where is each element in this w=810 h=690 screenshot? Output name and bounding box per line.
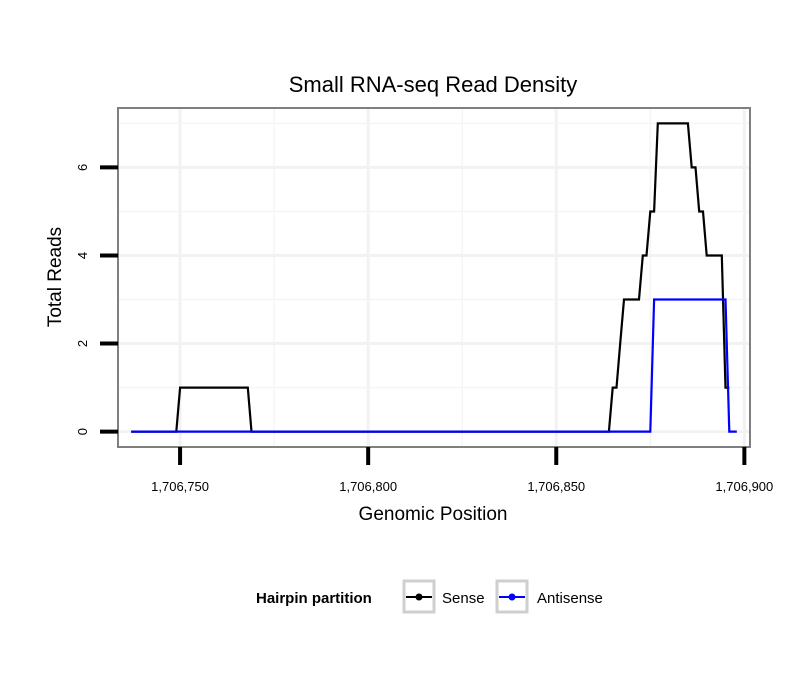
x-tick-label: 1,706,750 [151,479,209,494]
x-axis-title: Genomic Position [359,504,508,525]
legend-title: Hairpin partition [256,590,372,607]
plot-border [117,107,751,448]
y-axis-title: Total Reads [45,227,66,327]
x-tick-label: 1,706,850 [527,479,585,494]
legend-label-sense: Sense [442,590,485,607]
y-tick-label: 4 [75,252,90,259]
legend-dot-antisense [508,593,516,601]
x-tick-label: 1,706,800 [339,479,397,494]
legend-item-antisense: Antisense [495,579,603,614]
series-line-antisense [131,298,737,433]
legend-label-antisense: Antisense [537,590,603,607]
y-tick-label: 0 [75,428,90,435]
legend-item-sense: Sense [402,579,485,614]
x-tick-label: 1,706,900 [715,479,773,494]
legend: Hairpin partition Sense Antisense [256,579,603,614]
plot-panel [118,108,750,447]
y-tick-label: 6 [75,164,90,171]
legend-dot-sense [415,593,423,601]
y-tick-label: 2 [75,340,90,347]
chart-title: Small RNA-seq Read Density [289,72,578,97]
